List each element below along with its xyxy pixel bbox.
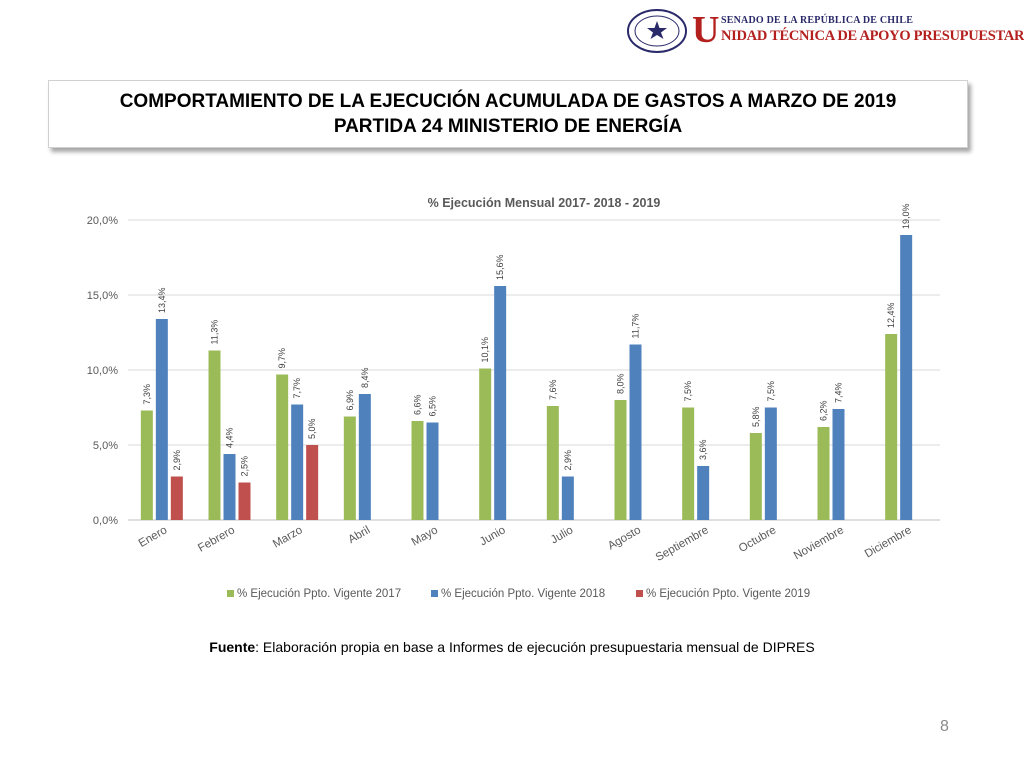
bar <box>764 407 777 520</box>
bar <box>885 334 898 520</box>
data-label: 12,4% <box>886 302 896 328</box>
data-label: 6,6% <box>413 394 423 415</box>
source-text: : Elaboración propia en base a Informes … <box>255 639 815 655</box>
x-tick-label: Julio <box>549 524 575 546</box>
bar <box>614 400 627 520</box>
source-label: Fuente <box>209 639 256 655</box>
bar <box>291 404 304 520</box>
bar <box>546 406 559 520</box>
data-label: 15,6% <box>495 254 505 280</box>
org-name-line2: NIDAD TÉCNICA DE APOYO PRESUPUESTARIO <box>721 28 1024 44</box>
y-tick-label: 15,0% <box>87 290 118 302</box>
data-label: 4,4% <box>225 427 235 448</box>
x-tick-label: Agosto <box>606 524 643 552</box>
slide-title-line2: PARTIDA 24 MINISTERIO DE ENERGÍA <box>333 116 683 137</box>
x-tick-label: Abril <box>346 524 372 546</box>
data-label: 11,7% <box>631 314 641 339</box>
data-label: 7,5% <box>766 381 776 402</box>
data-label: 6,9% <box>345 390 355 411</box>
x-tick-label: Mayo <box>410 524 440 548</box>
bar <box>343 416 356 520</box>
bar <box>306 445 319 520</box>
data-label: 7,6% <box>548 379 558 400</box>
bar <box>411 421 424 520</box>
source-note: Fuente: Elaboración propia en base a Inf… <box>0 639 1024 655</box>
data-label: 11,3% <box>210 320 220 345</box>
y-tick-label: 5,0% <box>93 440 118 452</box>
data-label: 19,0% <box>901 203 911 229</box>
bar <box>140 410 153 520</box>
data-label: 8,4% <box>360 367 370 388</box>
bar <box>749 433 762 520</box>
legend-label: % Ejecución Ppto. Vigente 2018 <box>441 588 605 600</box>
x-tick-label: Marzo <box>271 524 305 550</box>
bar <box>276 374 289 520</box>
data-label: 3,6% <box>698 439 708 460</box>
y-tick-label: 10,0% <box>87 365 118 377</box>
data-label: 7,7% <box>292 378 302 399</box>
data-label: 2,9% <box>563 450 573 471</box>
data-label: 9,7% <box>277 348 287 369</box>
data-label: 10,1% <box>480 337 490 363</box>
bar <box>832 409 845 520</box>
bar <box>426 422 439 520</box>
data-label: 6,5% <box>428 396 438 417</box>
legend-label: % Ejecución Ppto. Vigente 2019 <box>646 588 810 600</box>
org-initial: U <box>692 9 720 51</box>
slide-title-box: COMPORTAMIENTO DE LA EJECUCIÓN ACUMULADA… <box>48 80 968 148</box>
x-tick-label: Febrero <box>196 524 237 555</box>
data-label: 2,9% <box>172 450 182 471</box>
bar <box>170 476 183 520</box>
data-label: 5,8% <box>751 406 761 427</box>
bar <box>900 235 913 520</box>
bar <box>208 350 221 520</box>
data-label: 7,4% <box>834 382 844 403</box>
data-label: 7,5% <box>683 381 693 402</box>
chart-title: % Ejecución Mensual 2017- 2018 - 2019 <box>428 196 661 210</box>
x-tick-label: Septiembre <box>654 524 711 564</box>
x-tick-label: Octubre <box>737 524 778 555</box>
bar <box>358 394 371 520</box>
senate-seal-icon <box>627 9 687 53</box>
x-tick-label: Diciembre <box>863 524 914 560</box>
x-tick-label: Enero <box>137 524 170 550</box>
bar <box>697 466 710 520</box>
bar <box>817 427 830 520</box>
data-label: 13,4% <box>157 287 167 313</box>
bar <box>682 407 695 520</box>
legend-label: % Ejecución Ppto. Vigente 2017 <box>237 588 401 600</box>
bar <box>494 286 507 520</box>
data-label: 7,3% <box>142 384 152 405</box>
x-tick-label: Noviembre <box>792 524 846 562</box>
data-label: 6,2% <box>819 400 829 421</box>
legend-swatch <box>431 590 438 597</box>
legend-swatch <box>227 590 234 597</box>
y-tick-label: 0,0% <box>93 515 118 527</box>
bar <box>479 368 492 520</box>
y-tick-label: 20,0% <box>87 215 118 227</box>
slide-title-line1: COMPORTAMIENTO DE LA EJECUCIÓN ACUMULADA… <box>119 91 897 112</box>
org-name-line1: SENADO DE LA REPÚBLICA DE CHILE <box>721 15 914 26</box>
x-tick-label: Junio <box>478 524 508 548</box>
page-number: 8 <box>940 718 949 735</box>
bar <box>223 454 236 520</box>
data-label: 2,5% <box>240 456 250 477</box>
senate-logo: U SENADO DE LA REPÚBLICA DE CHILE NIDAD … <box>626 8 1024 56</box>
legend-swatch <box>636 590 643 597</box>
bar <box>238 482 251 520</box>
data-label: 5,0% <box>307 418 317 439</box>
data-label: 8,0% <box>616 373 626 394</box>
bar <box>629 344 642 520</box>
bar <box>155 319 168 520</box>
bar <box>561 476 574 520</box>
